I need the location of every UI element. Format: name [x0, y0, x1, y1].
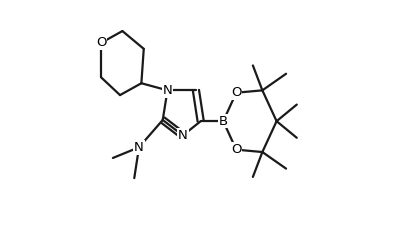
- Text: N: N: [163, 84, 172, 97]
- Text: O: O: [231, 143, 241, 156]
- Text: N: N: [178, 129, 188, 142]
- Text: O: O: [96, 36, 106, 49]
- Text: N: N: [134, 141, 144, 154]
- Text: O: O: [231, 86, 241, 99]
- Text: B: B: [219, 115, 228, 128]
